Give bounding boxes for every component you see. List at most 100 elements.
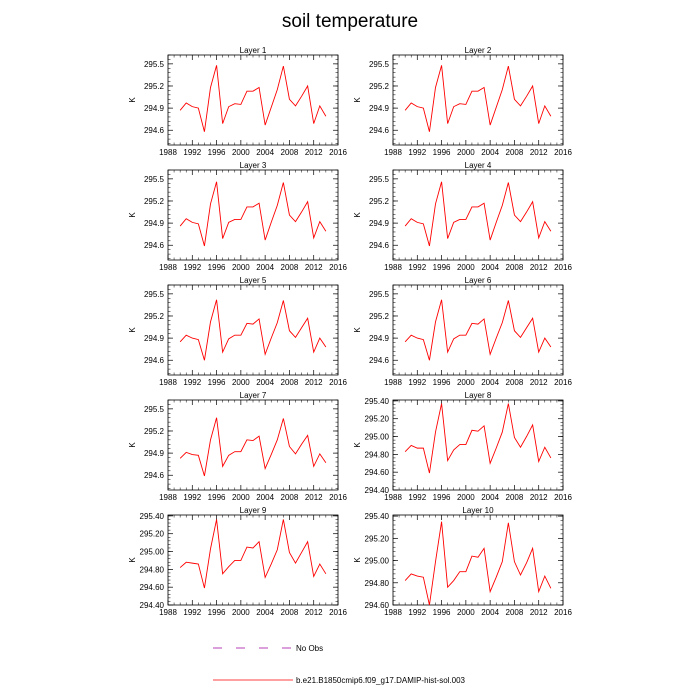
- y-tick-label: 295.20: [365, 415, 390, 424]
- x-tick-label: 1992: [183, 378, 201, 387]
- x-tick-label: 2016: [329, 378, 347, 387]
- y-tick-label: 295.40: [365, 512, 390, 521]
- x-tick-label: 2008: [506, 378, 524, 387]
- x-tick-label: 1996: [433, 608, 451, 617]
- x-tick-label: 2000: [232, 608, 250, 617]
- x-tick-label: 2012: [530, 493, 548, 502]
- x-tick-label: 1996: [208, 493, 226, 502]
- y-tick-label: 294.9: [144, 104, 165, 113]
- x-tick-label: 2012: [305, 493, 323, 502]
- y-tick-label: 294.60: [365, 601, 390, 610]
- y-tick-label: 294.9: [144, 334, 165, 343]
- x-tick-label: 2016: [554, 493, 572, 502]
- y-tick-label: 294.40: [140, 601, 165, 610]
- x-tick-label: 2016: [554, 378, 572, 387]
- y-tick-label: 294.6: [144, 241, 165, 250]
- y-tick-label: 294.80: [140, 565, 165, 574]
- x-tick-label: 1992: [408, 608, 426, 617]
- y-tick-label: 294.9: [369, 219, 390, 228]
- x-tick-label: 1988: [159, 148, 177, 157]
- x-tick-label: 2008: [506, 263, 524, 272]
- panel-title: Layer 1: [240, 46, 267, 55]
- panel-layer-2: Layer 2 K 295.5 295.2 294.9 294.6 1988 1992 1996…: [353, 46, 572, 157]
- x-tick-label: 1988: [384, 148, 402, 157]
- x-tick-label: 1996: [208, 148, 226, 157]
- y-tick-label: 295.2: [144, 312, 165, 321]
- x-tick-label: 2000: [232, 263, 250, 272]
- y-axis-label: K: [353, 557, 362, 563]
- x-tick-label: 2012: [305, 378, 323, 387]
- series-line: [179, 65, 327, 132]
- x-tick-label: 2004: [256, 378, 274, 387]
- x-tick-label: 2000: [457, 148, 475, 157]
- y-tick-label: 294.6: [144, 356, 165, 365]
- panel-layer-8: Layer 8 K 295.40 295.20 295.00 294.80 294.60 29…: [353, 391, 572, 502]
- x-tick-label: 2016: [329, 148, 347, 157]
- x-tick-label: 1996: [208, 263, 226, 272]
- panel-layer-7: Layer 7 K 295.5 295.2 294.9 294.6 1988 1992 1996…: [128, 391, 347, 502]
- x-tick-label: 2016: [554, 148, 572, 157]
- y-tick-label: 295.40: [365, 397, 390, 406]
- x-tick-label: 2004: [256, 608, 274, 617]
- series-line: [179, 299, 327, 361]
- x-tick-label: 2008: [281, 378, 299, 387]
- y-tick-label: 294.6: [144, 471, 165, 480]
- panel-title: Layer 4: [465, 161, 492, 170]
- y-axis-label: K: [353, 327, 362, 333]
- y-axis-label: K: [128, 327, 137, 333]
- x-tick-label: 1988: [159, 493, 177, 502]
- x-tick-label: 1996: [208, 378, 226, 387]
- x-tick-label: 2016: [329, 608, 347, 617]
- x-tick-label: 2004: [481, 148, 499, 157]
- x-tick-label: 1996: [433, 148, 451, 157]
- legend: No Obs b.e21.B1850cmip6.f09_g17.DAMIP-his…: [213, 644, 466, 685]
- y-tick-label: 294.80: [365, 579, 390, 588]
- x-tick-label: 2008: [506, 493, 524, 502]
- x-tick-label: 2016: [329, 493, 347, 502]
- y-tick-label: 295.5: [369, 175, 390, 184]
- plot-frame: [392, 514, 564, 606]
- y-axis-label: K: [128, 557, 137, 563]
- y-tick-label: 295.2: [144, 197, 165, 206]
- x-tick-label: 1988: [384, 493, 402, 502]
- panel-layer-3: Layer 3 K 295.5 295.2 294.9 294.6 1988 1992 1996…: [128, 161, 347, 272]
- panel-layer-10: Layer 10K295.40295.20295.00294.80294.601…: [353, 506, 572, 617]
- y-axis-label: K: [353, 212, 362, 218]
- x-tick-label: 1992: [408, 378, 426, 387]
- plot-frame: [392, 284, 564, 376]
- y-tick-label: 295.00: [365, 557, 390, 566]
- x-tick-label: 2012: [305, 148, 323, 157]
- x-tick-label: 2016: [554, 608, 572, 617]
- x-tick-label: 1988: [384, 378, 402, 387]
- x-tick-label: 1992: [183, 493, 201, 502]
- panel-title: Layer 6: [465, 276, 492, 285]
- y-tick-label: 295.00: [365, 433, 390, 442]
- x-tick-label: 1992: [183, 148, 201, 157]
- x-tick-label: 1996: [433, 378, 451, 387]
- x-tick-label: 1992: [408, 148, 426, 157]
- panel-layer-9: Layer 9 K 295.40 295.20 295.00 294.80 294.60 29…: [128, 506, 347, 617]
- x-tick-label: 1988: [159, 608, 177, 617]
- y-tick-label: 294.9: [369, 104, 390, 113]
- x-tick-label: 2004: [481, 378, 499, 387]
- series-line: [404, 65, 552, 132]
- x-tick-label: 2008: [506, 148, 524, 157]
- x-tick-label: 2004: [481, 493, 499, 502]
- panel-layer-5: Layer 5 K 295.5 295.2 294.9 294.6 1988 1992 1996…: [128, 276, 347, 387]
- y-tick-label: 295.2: [369, 197, 390, 206]
- x-tick-label: 2016: [329, 263, 347, 272]
- series-line: [179, 417, 327, 477]
- y-tick-label: 294.9: [369, 334, 390, 343]
- y-axis-label: K: [128, 97, 137, 103]
- y-tick-label: 295.5: [369, 290, 390, 299]
- panel-layer-1: Layer 1 K 295.5 295.2 294.9 294.6 1988 1992 1996…: [128, 46, 347, 157]
- y-tick-label: 295.5: [144, 405, 165, 414]
- panel-title: Layer 10: [462, 506, 494, 515]
- y-axis-label: K: [128, 442, 137, 448]
- chart-title: soil temperature: [282, 11, 418, 32]
- x-tick-label: 2004: [481, 263, 499, 272]
- y-axis-label: K: [128, 212, 137, 218]
- panel-title: Layer 3: [240, 161, 267, 170]
- panel-title: Layer 7: [240, 391, 267, 400]
